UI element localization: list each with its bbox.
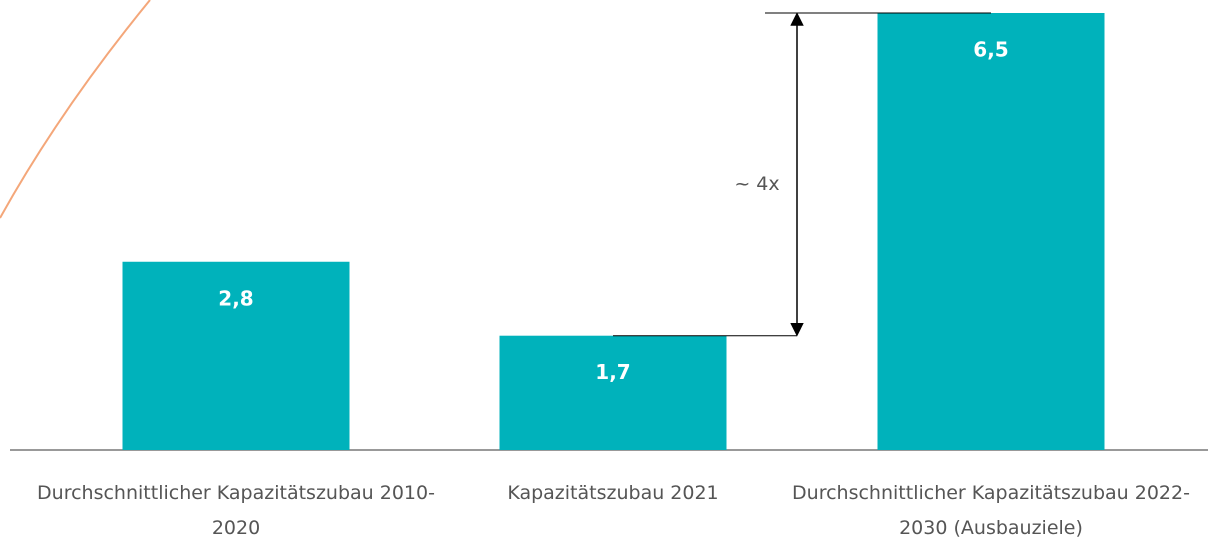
x-tick-label: Kapazitätszubau 2021: [507, 482, 719, 504]
bar: [499, 335, 727, 450]
value-label: 6,5: [973, 38, 1008, 62]
value-label: 2,8: [218, 286, 253, 310]
bar: [877, 13, 1105, 450]
x-tick-label: Durchschnittlicher Kapazitätszubau 2010-…: [37, 482, 435, 537]
x-tick-label: Durchschnittlicher Kapazitätszubau 2022-…: [792, 482, 1190, 537]
value-label: 1,7: [595, 360, 630, 384]
decor-curve: [0, 0, 151, 219]
annotation: ~ 4x: [734, 173, 779, 195]
bar: [122, 261, 350, 450]
